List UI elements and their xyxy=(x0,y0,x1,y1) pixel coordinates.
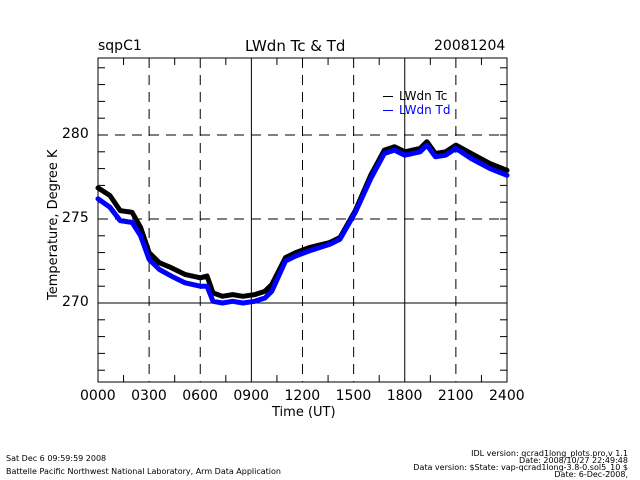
footer-timestamp: Sat Dec 6 09:59:59 2008 xyxy=(6,454,107,463)
x-tick-label: 2400 xyxy=(489,388,525,404)
legend-label-tc: LWdn Tc xyxy=(399,89,448,103)
legend-item-td: LWdn Td xyxy=(383,103,450,117)
x-tick-label: 2100 xyxy=(437,388,474,404)
site-label: sqpC1 xyxy=(98,38,142,54)
x-tick-label: 0000 xyxy=(80,388,116,404)
y-tick-label: 270 xyxy=(62,294,89,310)
x-tick-label: 0600 xyxy=(182,388,218,404)
x-tick-label: 0900 xyxy=(233,388,270,404)
y-tick-label: 275 xyxy=(62,210,89,226)
x-tick-label: 0300 xyxy=(131,388,167,404)
y-axis-label: Temperature, Degree K xyxy=(46,149,61,300)
legend-label-td: LWdn Td xyxy=(399,103,451,117)
footer-data-version: Data version: $State: vap-qcrad1long-3.8… xyxy=(413,463,628,472)
x-tick-label: 1800 xyxy=(386,388,423,404)
x-axis-label: Time (UT) xyxy=(272,405,336,420)
footer-data-date: Date: 6-Dec-2008, xyxy=(554,470,628,479)
y-tick-label: 280 xyxy=(62,126,89,142)
legend-swatch-tc xyxy=(383,96,393,97)
footer-idl-version: IDL version: qcrad1long_plots.pro,v 1.1 xyxy=(471,449,628,458)
chart-title: LWdn Tc & Td xyxy=(245,37,346,55)
footer-organization: Battelle Pacific Northwest National Labo… xyxy=(6,467,281,476)
legend-item-tc: LWdn Tc xyxy=(383,89,447,103)
series-line-td xyxy=(95,142,510,306)
x-tick-label: 1500 xyxy=(335,388,372,404)
footer-idl-date: Date: 2008/10/27 22:49:48 xyxy=(519,456,628,465)
date-label: 20081204 xyxy=(434,38,506,54)
x-tick-label: 1200 xyxy=(284,388,321,404)
legend-swatch-td xyxy=(383,110,393,111)
